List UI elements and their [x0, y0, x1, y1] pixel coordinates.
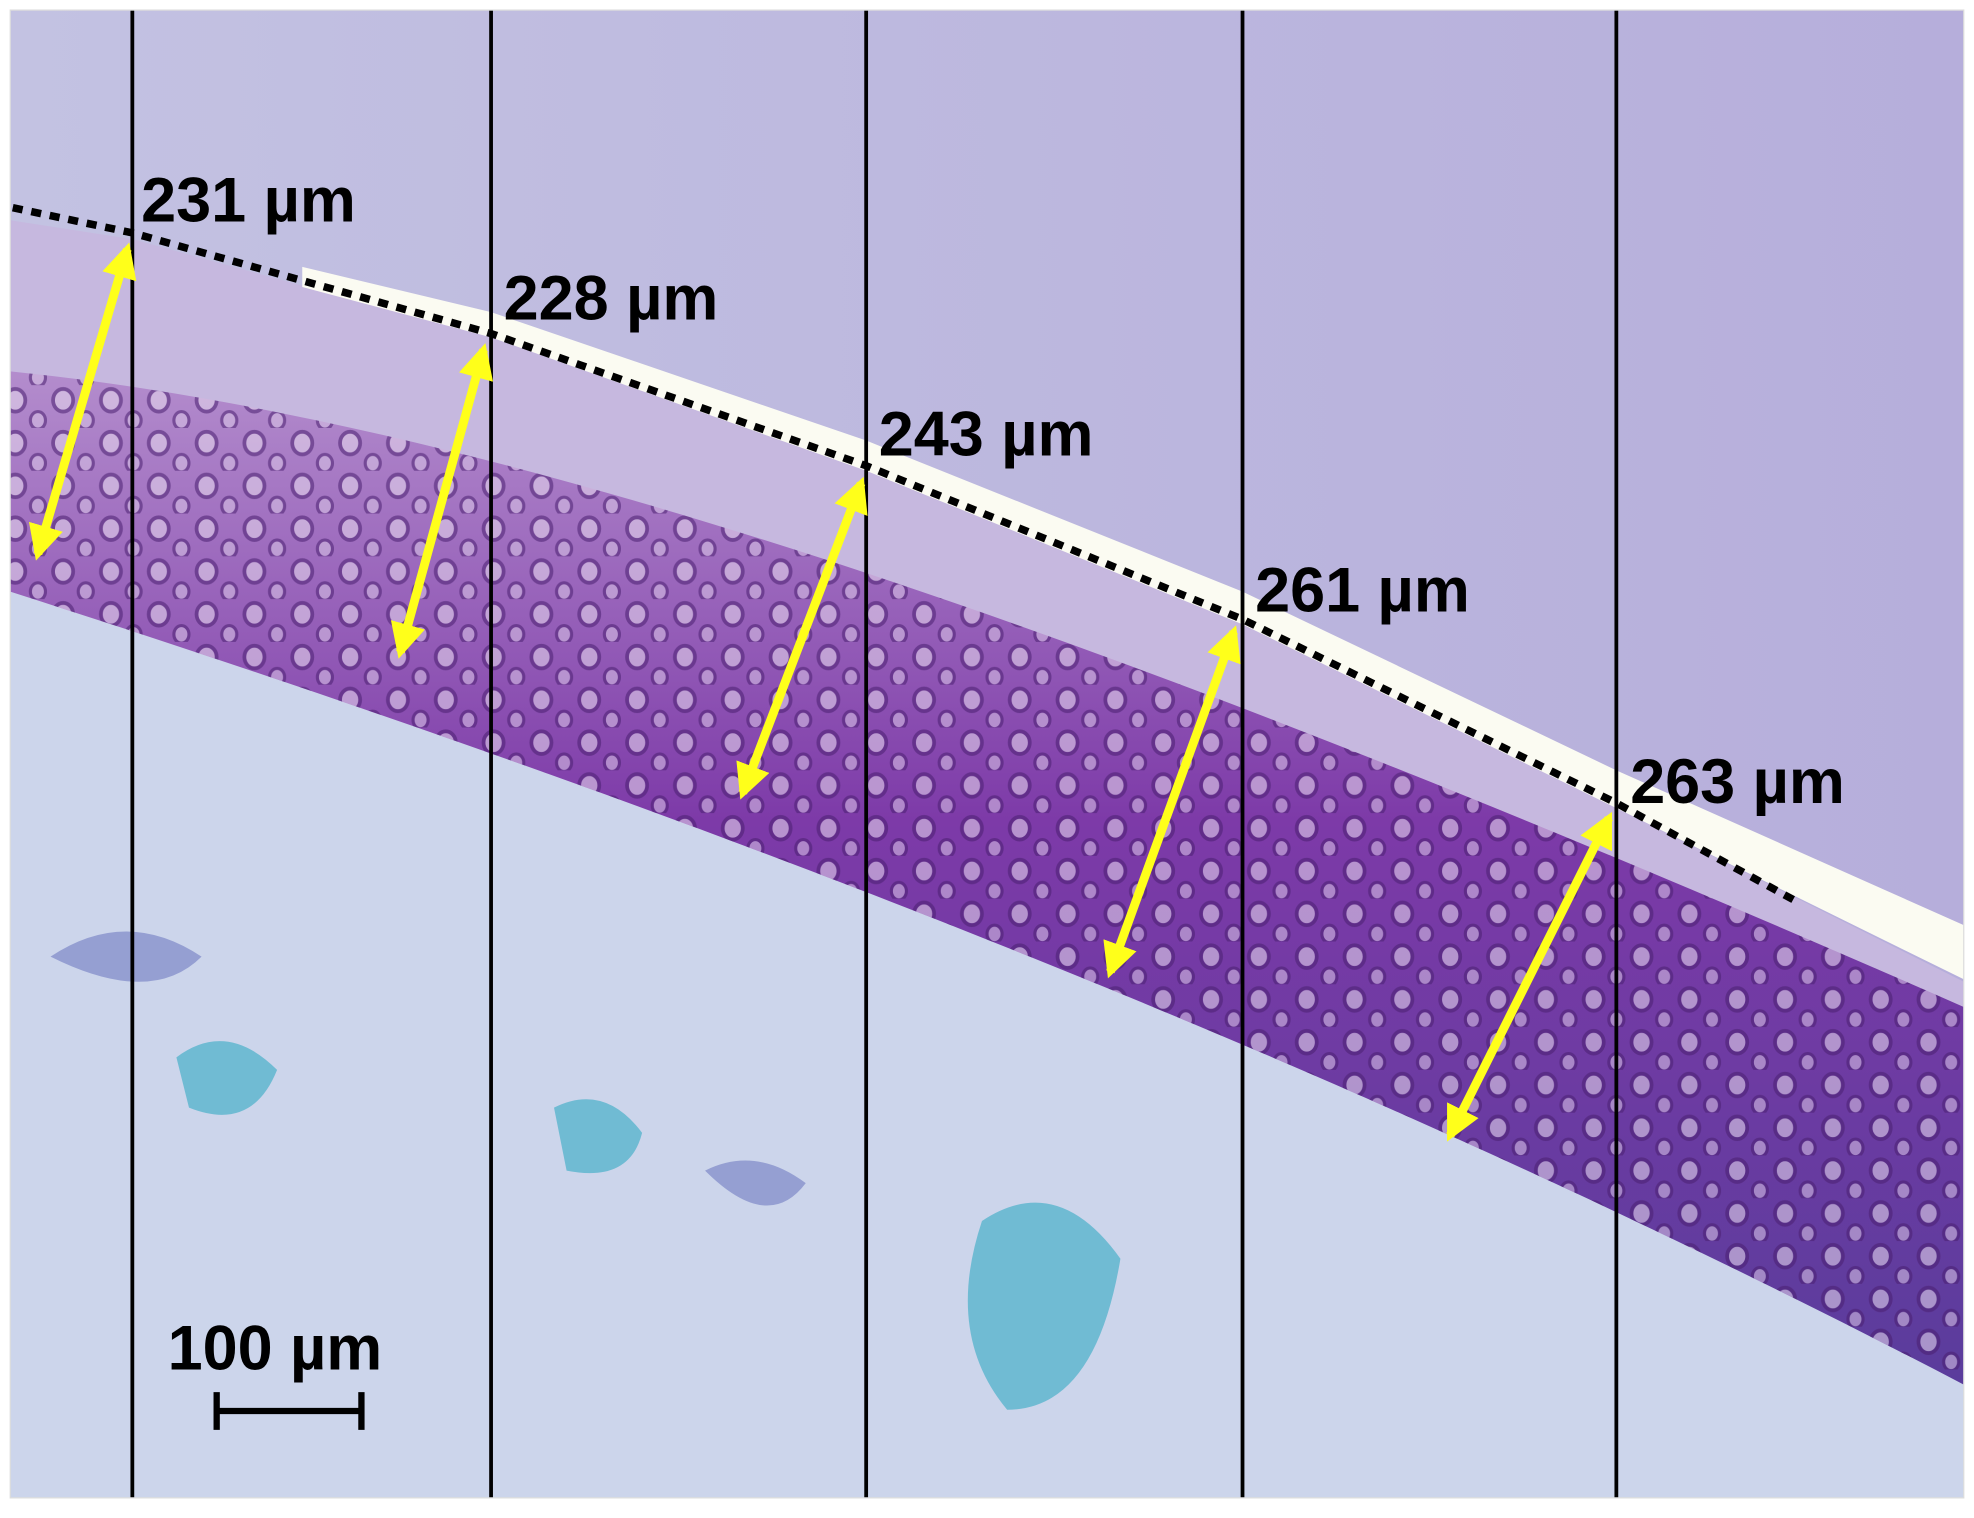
measurement-label: 228 µm [504, 264, 719, 334]
measurement-label: 261 µm [1255, 556, 1470, 626]
vertical-lines [130, 10, 1619, 1498]
blue-blobs [176, 1041, 1121, 1410]
thickness-arrow [736, 476, 868, 800]
measurement-label: 231 µm [141, 166, 356, 236]
thickness-arrow [1103, 625, 1241, 979]
dark-blobs [50, 931, 806, 1206]
scale-bar-label: 100 µm [168, 1313, 383, 1383]
bone-region [10, 591, 1964, 1498]
thickness-arrow [28, 242, 137, 561]
image-border [9, 9, 1965, 1499]
cartilage-surface [10, 220, 1964, 1007]
measurement-label: 263 µm [1630, 747, 1845, 817]
thickness-arrow [390, 343, 494, 659]
thickness-arrow [1446, 811, 1613, 1142]
scale-bar [213, 1392, 365, 1430]
arrows [28, 242, 1613, 1142]
measurement-label: 243 µm [879, 400, 1094, 470]
